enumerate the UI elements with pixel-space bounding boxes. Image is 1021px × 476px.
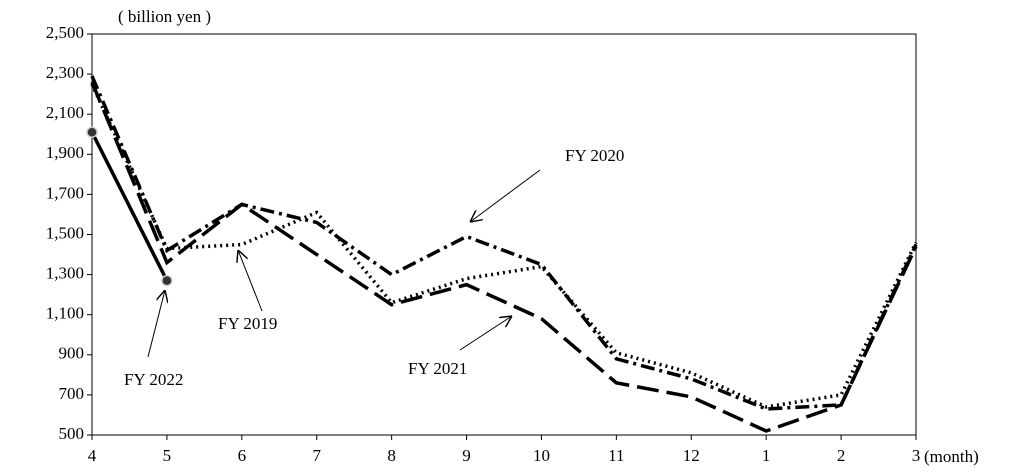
x-tick-label: 12 [683,446,700,465]
y-tick-label: 2,300 [46,63,84,82]
y-tick-label: 500 [59,424,85,443]
x-tick-label: 3 [912,446,921,465]
y-tick-label: 1,300 [46,264,84,283]
x-tick-label: 11 [608,446,624,465]
y-tick-label: 2,100 [46,103,84,122]
x-tick-label: 7 [312,446,321,465]
series-label: FY 2019 [218,314,277,333]
arrow [238,250,263,312]
x-tick-label: 4 [88,446,97,465]
series-line [90,81,918,433]
y-tick-label: 1,100 [46,304,84,323]
arrow [459,316,512,351]
arrow [470,169,541,222]
arrow [147,290,165,358]
x-tick-label: 5 [163,446,172,465]
x-tick-label: 1 [762,446,771,465]
y-tick-label: 900 [59,344,85,363]
y-tick-label: 1,500 [46,223,84,242]
series-line [90,75,918,411]
x-tick-label: 6 [238,446,247,465]
x-tick-label: 9 [462,446,471,465]
x-tick-label: 2 [837,446,846,465]
point [86,126,98,138]
y-unit-label: ( billion yen ) [118,7,211,26]
y-tick-label: 700 [59,384,85,403]
x-unit-label: (month) [924,447,979,466]
plot-frame [91,33,917,436]
y-tick-label: 1,900 [46,143,84,162]
series-label: FY 2022 [124,370,183,389]
series-line [90,131,169,282]
y-tick-label: 1,700 [46,183,84,202]
x-tick-label: 8 [387,446,396,465]
series-label: FY 2020 [565,146,624,165]
y-tick-label: 2,500 [46,23,84,42]
x-tick-label: 10 [533,446,550,465]
point [161,274,173,287]
series-label: FY 2021 [408,359,467,378]
series-line [90,83,918,409]
